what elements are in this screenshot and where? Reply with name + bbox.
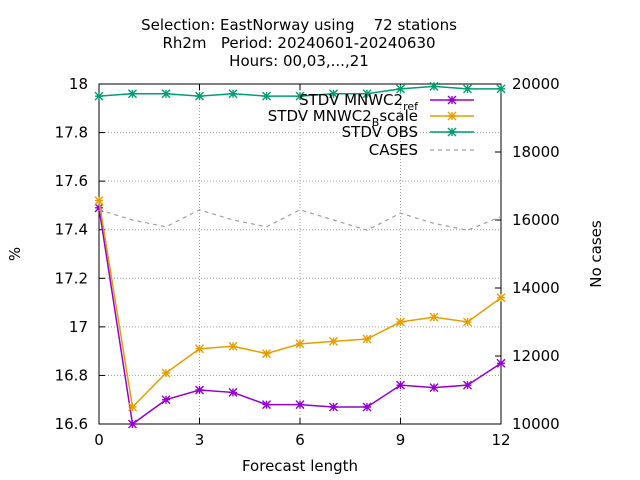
data-point-stdv-obs <box>161 89 171 99</box>
legend-label-stdv-mnwc2-bscale: STDV MNWC2Bscale <box>268 107 418 129</box>
data-point-stdv-mnwc2-bscale <box>429 312 439 322</box>
series-group <box>94 81 506 429</box>
y-tick-label: 17.8 <box>55 124 88 142</box>
data-point-stdv-mnwc2-ref <box>195 385 204 395</box>
data-point-stdv-mnwc2-ref <box>161 395 171 405</box>
legend-marker-stdv-obs <box>447 127 457 137</box>
grid-lines <box>99 84 501 424</box>
chart-title-line-1: Selection: EastNorway using 72 stations <box>141 16 457 34</box>
data-point-stdv-mnwc2-bscale <box>161 368 171 378</box>
y2-tick-label: 16000 <box>512 211 560 229</box>
y2-tick-label: 14000 <box>512 279 560 297</box>
data-point-stdv-mnwc2-bscale <box>463 317 472 327</box>
legend-label-stdv-obs: STDV OBS <box>342 123 418 141</box>
legend-label-stdv-mnwc2-ref: STDV MNWC2ref <box>299 91 419 113</box>
data-point-stdv-mnwc2-ref <box>496 358 506 368</box>
data-point-stdv-mnwc2-bscale <box>94 196 104 206</box>
data-point-stdv-obs <box>228 89 238 99</box>
data-point-stdv-obs <box>463 84 472 94</box>
data-point-stdv-mnwc2-ref <box>128 419 137 429</box>
chart-title-line-3: Hours: 00,03,...,21 <box>229 52 369 70</box>
y-tick-label: 17.4 <box>55 221 88 239</box>
data-point-stdv-mnwc2-ref <box>228 387 238 397</box>
y-tick-label: 17.6 <box>55 172 88 190</box>
y-tick-label: 18 <box>69 75 88 93</box>
data-point-stdv-mnwc2-bscale <box>195 344 204 354</box>
x-tick-label: 9 <box>396 431 406 449</box>
legend-label-cases: CASES <box>369 141 418 159</box>
data-point-stdv-mnwc2-ref <box>262 400 271 410</box>
y-tick-label: 17.2 <box>55 269 88 287</box>
x-tick-label: 0 <box>94 431 104 449</box>
chart-title-line-2: Rh2m Period: 20240601-20240630 <box>162 34 435 52</box>
data-point-stdv-mnwc2-ref <box>362 402 372 412</box>
data-point-stdv-obs <box>262 91 271 101</box>
data-point-stdv-mnwc2-bscale <box>362 334 372 344</box>
data-point-stdv-mnwc2-bscale <box>396 317 405 327</box>
y2-axis-label: No cases <box>587 220 605 288</box>
x-tick-label: 12 <box>491 431 510 449</box>
data-point-stdv-obs <box>94 91 104 101</box>
data-point-stdv-obs <box>429 81 439 91</box>
y2-tick-label: 20000 <box>512 75 560 93</box>
y-tick-label: 16.6 <box>55 415 88 433</box>
data-point-stdv-mnwc2-ref <box>329 402 338 412</box>
data-point-stdv-obs <box>396 84 405 94</box>
x-tick-label: 3 <box>195 431 205 449</box>
y2-tick-label: 10000 <box>512 415 560 433</box>
data-point-stdv-mnwc2-bscale <box>295 339 305 349</box>
data-point-stdv-mnwc2-ref <box>463 380 472 390</box>
data-point-stdv-mnwc2-bscale <box>496 293 506 303</box>
data-point-stdv-mnwc2-ref <box>396 380 405 390</box>
y2-tick-label: 12000 <box>512 347 560 365</box>
data-point-stdv-mnwc2-ref <box>94 203 104 213</box>
x-axis-label: Forecast length <box>242 457 358 475</box>
data-point-stdv-obs <box>295 91 305 101</box>
legend-marker-stdv-mnwc2-ref <box>447 95 457 105</box>
data-point-stdv-mnwc2-bscale <box>228 341 238 351</box>
y-axis-label: % <box>6 247 24 261</box>
data-point-stdv-mnwc2-ref <box>295 400 305 410</box>
y2-tick-label: 18000 <box>512 143 560 161</box>
axis-ticks: 0 3 6 9 12 16.6 16.8 17 17.2 17.4 17.6 17.8 18 10000 1… <box>55 75 560 449</box>
data-point-stdv-mnwc2-bscale <box>329 336 338 346</box>
data-point-stdv-mnwc2-ref <box>429 383 439 393</box>
data-point-stdv-mnwc2-bscale <box>128 402 137 412</box>
data-point-stdv-mnwc2-bscale <box>262 349 271 359</box>
data-point-stdv-obs <box>362 89 372 99</box>
data-point-stdv-obs <box>329 89 338 99</box>
data-point-stdv-obs <box>128 89 137 99</box>
data-point-stdv-obs <box>195 91 204 101</box>
y-tick-label: 16.8 <box>55 366 88 384</box>
y-tick-label: 17 <box>69 318 88 336</box>
x-tick-label: 6 <box>295 431 305 449</box>
legend-marker-stdv-mnwc2-bscale <box>447 111 457 121</box>
data-point-stdv-obs <box>496 84 506 94</box>
